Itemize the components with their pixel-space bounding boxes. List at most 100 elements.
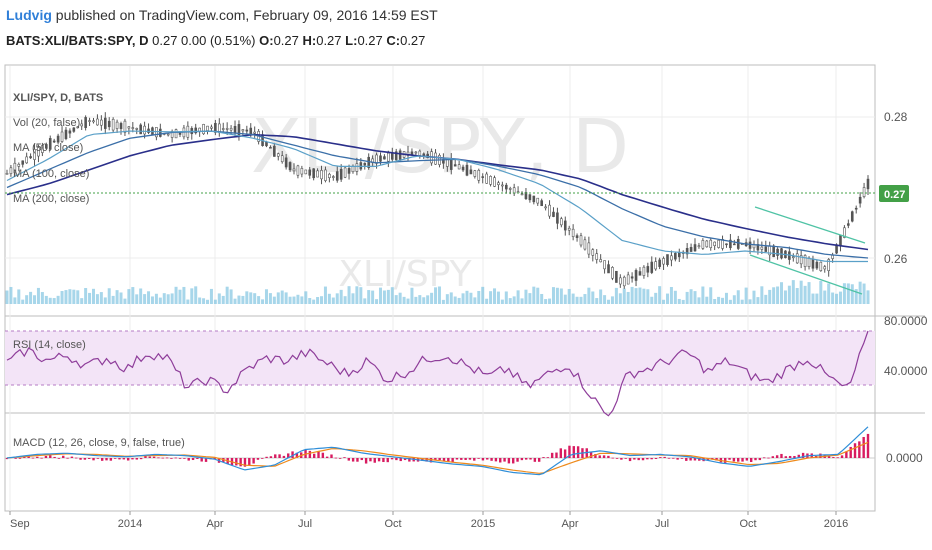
volume-bar [123,298,127,304]
time-tick-label: Oct [739,518,756,530]
candle-body [646,266,650,273]
candle-body [803,255,807,267]
volume-bar [587,287,591,304]
candle-body [84,117,87,128]
candle-body [383,156,386,160]
candle-body [658,259,661,267]
volume-bar [654,292,658,304]
volume-bar [107,288,111,304]
candle-body [847,223,850,226]
macd-hist-bar [537,458,541,462]
macd-hist-bar [464,458,467,460]
macd-hist-bar [589,451,593,458]
candle-body [284,157,288,168]
volume-bar [414,296,418,304]
candle-body [575,235,579,238]
volume-bar [170,293,174,304]
volume-bar [504,291,508,304]
candle-body [103,117,107,129]
candle-body [115,121,119,129]
candle-body [174,129,178,139]
volume-bar [744,287,748,304]
volume-bar [99,292,103,304]
ma50-line [6,130,868,263]
volume-bar [575,296,579,304]
volume-bar [603,295,607,304]
candle-body [854,207,858,210]
volume-bar [154,293,158,304]
volume-bar [131,287,135,304]
volume-bar [9,286,13,304]
time-tick-label: 2014 [118,518,142,530]
candle-body [214,122,217,133]
candle-body [642,266,646,276]
volume-bar [48,297,52,304]
volume-bar [406,298,410,304]
candle-body [748,241,752,249]
macd-hist-bar [287,453,290,458]
candle-body [64,129,68,140]
volume-bar [555,287,559,304]
volume-bar [147,291,151,304]
macd-hist-bar [239,458,242,467]
candle-body [721,239,724,249]
volume-bar [846,283,850,304]
volume-bar [264,289,268,304]
volume-bar [677,298,681,304]
author-link[interactable]: Ludvig [6,7,52,23]
macd-hist-bar [801,452,805,458]
volume-bar [300,296,304,304]
macd-hist-bar [204,458,208,462]
macd-hist-bar [819,453,822,458]
candle-body [300,168,304,175]
candle-body [508,188,512,190]
macd-hist-bar [165,457,169,459]
volume-bar [398,292,402,304]
macd-hist-bar [615,458,619,459]
macd-hist-bar [512,458,515,464]
volume-bar [465,290,469,304]
volume-bar [752,290,756,304]
macd-hist-bar [334,457,338,459]
volume-bar [280,290,284,304]
volume-bar [559,288,563,304]
candle-body [560,218,563,226]
candle-body [68,130,72,134]
volume-bar [186,299,190,304]
candle-body [206,125,209,131]
time-tick-label: Apr [561,518,578,530]
macd-hist-bar [693,458,697,461]
candle-body [524,192,528,200]
volume-bar [351,293,355,304]
volume-bar [524,289,528,304]
macd-hist-bar [654,458,658,459]
volume-bar [64,290,68,304]
macd-hist-bar [524,458,528,460]
macd-hist-bar [40,457,43,459]
volume-bar [673,290,677,304]
volume-bar [288,296,292,304]
price-tick-028: 0.28 [884,110,908,124]
candle-body [52,140,56,143]
candle-body [434,152,437,165]
rsi-label: RSI (14, close) [13,339,86,351]
macd-hist-bar [749,458,753,462]
macd-hist-bar [516,458,519,462]
macd-hist-bar [434,458,437,461]
volume-bar [477,290,481,304]
candle-body [548,204,551,217]
volume-bar [162,293,166,304]
candle-body [111,119,115,131]
volume-bar [308,298,312,304]
macd-label: MACD (12, 26, close, 9, false, true) [13,437,185,449]
time-tick-label: Jul [298,518,312,530]
volume-bar [799,280,803,304]
candle-body [799,255,803,265]
volume-bar [713,299,717,304]
candle-body [253,131,256,134]
macd-hist-bar [520,458,524,461]
volume-bar [512,296,516,304]
volume-bar [166,294,170,304]
volume-bar [693,291,697,304]
